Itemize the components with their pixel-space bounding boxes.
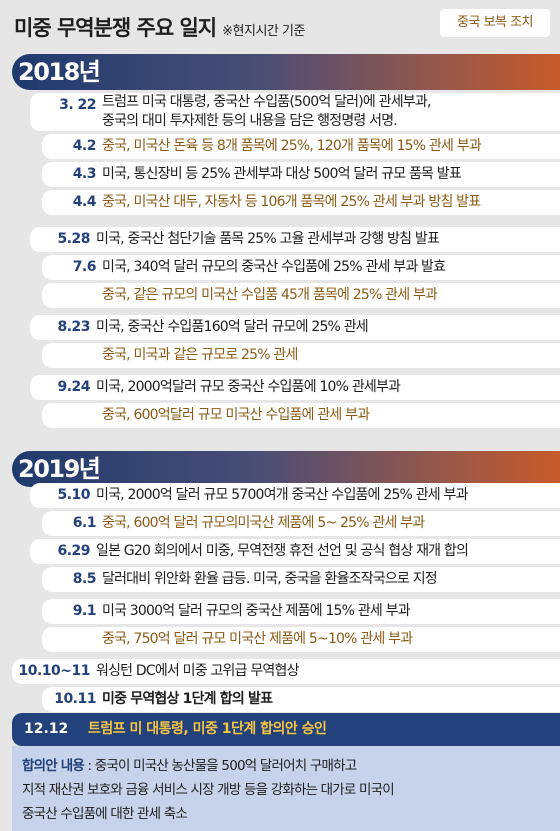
china-measure-text: 중국, 미국산 돈육 등 8개 품목에 25%, 120개 품목에 15% 관세… bbox=[102, 138, 482, 154]
china-measure-text: 중국, 600억달러 규모 미국산 수입품에 관세 부과 bbox=[102, 407, 370, 423]
highlight-text: 트럼프 미 대통령, 미중 1단계 합의안 승인 bbox=[88, 721, 327, 737]
china-measure-text: 중국, 600억 달러 규모의미국산 제품에 5~ 25% 관세 부과 bbox=[102, 515, 425, 531]
event-bar bbox=[42, 134, 560, 159]
event-bar bbox=[30, 539, 560, 564]
events_2018-event-row: 4.4 중국, 미국산 대두, 자동차 등 106개 품목에 25% 관세 부과 … bbox=[0, 190, 560, 215]
summary-label: 합의안 내용 bbox=[22, 758, 85, 774]
events_2018-event-row: 중국, 미국과 같은 규모로 25% 관세 bbox=[0, 343, 560, 368]
event-date: 4.2 bbox=[72, 138, 97, 154]
year-label-2018: 2018년 bbox=[18, 58, 101, 86]
event-bar bbox=[42, 283, 560, 308]
header: 미중 무역분쟁 주요 일지 ※현지시간 기준 중국 보복 조치 bbox=[0, 0, 560, 50]
events_2018-event-row: 중국, 같은 규모의 미국산 수입품 45개 품목에 25% 관세 부과 bbox=[0, 283, 560, 308]
event-date: 4.3 bbox=[72, 166, 97, 182]
event-bar bbox=[12, 659, 560, 684]
event-text: 달러대비 위안화 환율 급등. 미국, 중국을 환율조작국으로 지정 bbox=[102, 571, 438, 587]
highlight-date: 12.12 bbox=[24, 721, 69, 737]
event-bar bbox=[30, 227, 560, 252]
events_2018-event-row: 5.28 미국, 중국산 첨단기술 품목 25% 고율 관세부과 강행 방침 발표 bbox=[0, 227, 560, 252]
event-date: 8.5 bbox=[72, 571, 97, 587]
event-date: 5.10 bbox=[57, 487, 90, 503]
event-bar bbox=[30, 315, 560, 340]
event-bar bbox=[42, 687, 560, 712]
events_2019-event-row: 6.29 일본 G20 회의에서 미중, 무역전쟁 휴전 선언 및 공식 협상 재… bbox=[0, 539, 560, 564]
china-measure-text: 중국, 750억 달러 규모 미국산 제품에 5~10% 관세 부과 bbox=[102, 631, 413, 647]
events_2018-event-row: 7.6 미국, 340억 달러 규모의 중국산 수입품에 25% 관세 부과 발효 bbox=[0, 255, 560, 280]
events_2018-event-row: 4.2 중국, 미국산 돈육 등 8개 품목에 25%, 120개 품목에 15%… bbox=[0, 134, 560, 159]
agreement-summary: 합의안 내용 : 중국이 미국산 농산물을 500억 달러어치 구매하고 지적 … bbox=[12, 746, 560, 831]
event-date: 9.1 bbox=[72, 603, 97, 619]
event-text: 중국의 대미 투자제한 등의 내용을 담은 행정명령 서명. bbox=[102, 113, 398, 129]
event-text: 미국, 중국산 첨단기술 품목 25% 고율 관세부과 강행 방침 발표 bbox=[96, 231, 440, 247]
event-date: 5.28 bbox=[57, 231, 90, 247]
event-text: 미국 3000억 달러 규모의 중국산 제품에 15% 관세 부과 bbox=[102, 603, 411, 619]
events_2018-event-row: 3. 22 트럼프 미국 대통령, 중국산 수입품(500억 달러)에 관세부과,… bbox=[0, 93, 560, 131]
event-date: 10.11 bbox=[54, 691, 96, 707]
event-date: 7.6 bbox=[72, 259, 97, 275]
event-date: 6.1 bbox=[72, 515, 97, 531]
summary-line-2: 지적 재산권 보호와 금융 서비스 시장 개방 등을 강화하는 대가로 미국이 bbox=[22, 782, 395, 798]
china-retaliation-legend: 중국 보복 조치 bbox=[440, 9, 550, 37]
event-date: 9.24 bbox=[57, 379, 90, 395]
events_2019-event-row: 중국, 750억 달러 규모 미국산 제품에 5~10% 관세 부과 bbox=[0, 627, 560, 652]
approval-highlight: 12.12 트럼프 미 대통령, 미중 1단계 합의안 승인 bbox=[12, 713, 560, 746]
year-band-2018: 2018년 bbox=[12, 54, 560, 90]
events_2019-event-row: 5.10 미국, 2000억 달러 규모 5700여개 중국산 수입품에 25% … bbox=[0, 483, 560, 508]
event-text: 미국, 340억 달러 규모의 중국산 수입품에 25% 관세 부과 발효 bbox=[102, 259, 446, 275]
event-bar bbox=[42, 343, 560, 368]
event-bar bbox=[42, 162, 560, 187]
event-bar bbox=[30, 93, 560, 131]
summary-line-1: 합의안 내용 : 중국이 미국산 농산물을 500억 달러어치 구매하고 bbox=[22, 754, 357, 774]
event-bar bbox=[42, 599, 560, 624]
event-text: 미국, 중국산 수입품160억 달러 규모에 25% 관세 bbox=[96, 319, 369, 335]
year-label-2019: 2019년 bbox=[18, 455, 101, 483]
event-date: 10.10~11 bbox=[18, 663, 91, 679]
events_2019-event-row: 6.1 중국, 600억 달러 규모의미국산 제품에 5~ 25% 관세 부과 bbox=[0, 511, 560, 536]
timezone-note: ※현지시간 기준 bbox=[222, 24, 305, 39]
events_2018-event-row: 8.23 미국, 중국산 수입품160억 달러 규모에 25% 관세 bbox=[0, 315, 560, 340]
event-date: 6.29 bbox=[57, 543, 90, 559]
event-text: 미국, 통신장비 등 25% 관세부과 대상 500억 달러 규모 품목 발표 bbox=[102, 166, 462, 182]
event-date: 3. 22 bbox=[59, 97, 96, 113]
title-text: 미중 무역분쟁 주요 일지 bbox=[14, 16, 217, 40]
events_2018-event-row: 9.24 미국, 2000억달러 규모 중국산 수입품에 10% 관세부과 bbox=[0, 375, 560, 400]
events_2018-event-row: 4.3 미국, 통신장비 등 25% 관세부과 대상 500억 달러 규모 품목 … bbox=[0, 162, 560, 187]
event-bar bbox=[42, 567, 560, 592]
events_2019-event-row: 10.10~11 워싱턴 DC에서 미중 고위급 무역협상 bbox=[0, 659, 560, 684]
summary-text-1: : 중국이 미국산 농산물을 500억 달러어치 구매하고 bbox=[84, 758, 357, 774]
page-title: 미중 무역분쟁 주요 일지 ※현지시간 기준 bbox=[14, 12, 305, 42]
event-text: 미중 무역협상 1단계 합의 발표 bbox=[102, 691, 273, 707]
events_2019-event-row: 9.1 미국 3000억 달러 규모의 중국산 제품에 15% 관세 부과 bbox=[0, 599, 560, 624]
event-bar bbox=[42, 255, 560, 280]
events_2019-event-row: 8.5 달러대비 위안화 환율 급등. 미국, 중국을 환율조작국으로 지정 bbox=[0, 567, 560, 592]
china-measure-text: 중국, 같은 규모의 미국산 수입품 45개 품목에 25% 관세 부과 bbox=[102, 287, 438, 303]
event-bar bbox=[42, 190, 560, 215]
summary-line-3: 중국산 수입품에 대한 관세 축소 bbox=[22, 806, 188, 822]
event-bar bbox=[30, 483, 560, 508]
event-date: 8.23 bbox=[57, 319, 90, 335]
event-bar bbox=[42, 511, 560, 536]
event-date: 4.4 bbox=[72, 194, 97, 210]
events_2018-event-row: 중국, 600억달러 규모 미국산 수입품에 관세 부과 bbox=[0, 403, 560, 428]
event-bar bbox=[42, 627, 560, 652]
event-text: 일본 G20 회의에서 미중, 무역전쟁 휴전 선언 및 공식 협상 재개 합의 bbox=[96, 543, 469, 559]
china-measure-text: 중국, 미국산 대두, 자동차 등 106개 품목에 25% 관세 부과 방침 … bbox=[102, 194, 481, 210]
event-text: 미국, 2000억달러 규모 중국산 수입품에 10% 관세부과 bbox=[96, 379, 401, 395]
event-text: 미국, 2000억 달러 규모 5700여개 중국산 수입품에 25% 관세 부… bbox=[96, 487, 468, 503]
china-measure-text: 중국, 미국과 같은 규모로 25% 관세 bbox=[102, 347, 298, 363]
year-band-2019: 2019년 bbox=[12, 451, 560, 487]
event-bar bbox=[42, 403, 560, 428]
event-text: 워싱턴 DC에서 미중 고위급 무역협상 bbox=[96, 663, 299, 679]
event-bar bbox=[30, 375, 560, 400]
events_2019-event-row: 10.11 미중 무역협상 1단계 합의 발표 bbox=[0, 687, 560, 712]
event-text: 트럼프 미국 대통령, 중국산 수입품(500억 달러)에 관세부과, bbox=[102, 94, 431, 110]
